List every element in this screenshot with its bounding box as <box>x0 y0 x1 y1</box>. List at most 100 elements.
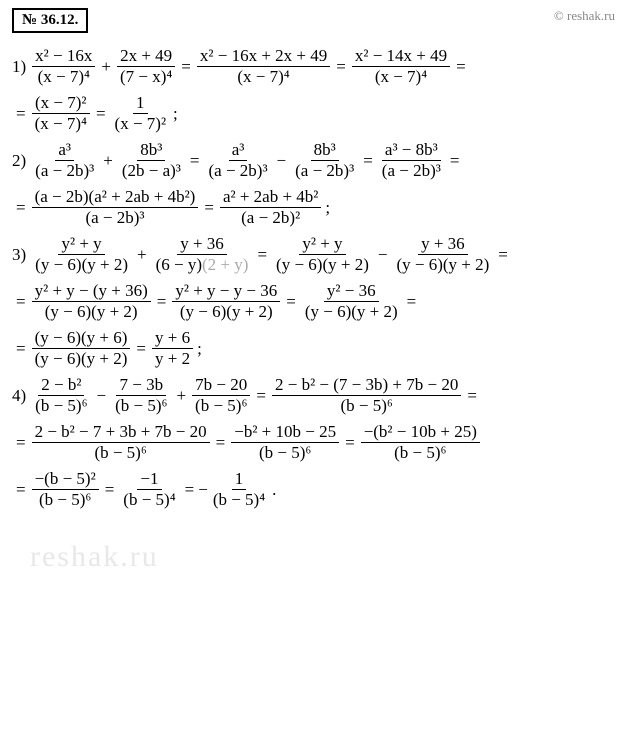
math-line: = y² + y − (y + 36) (y − 6)(y + 2) = y² … <box>12 281 615 322</box>
fraction: y² + y − y − 36 (y − 6)(y + 2) <box>172 281 280 322</box>
fraction: 2x + 49 (7 − x)⁴ <box>117 46 175 87</box>
eq-op: = <box>190 151 200 171</box>
eq-op: = <box>204 198 214 218</box>
denominator: (x − 7)⁴ <box>372 67 430 87</box>
numerator: 7b − 20 <box>192 375 250 396</box>
watermark: reshak.ru <box>30 540 159 574</box>
fraction: −(b² − 10b + 25) (b − 5)⁶ <box>361 422 480 463</box>
denominator: (7 − x)⁴ <box>117 67 175 87</box>
eq-op: = <box>181 57 191 77</box>
math-line: = (a − 2b)(a² + 2ab + 4b²) (a − 2b)³ = a… <box>12 187 615 228</box>
numerator: a³ <box>229 140 248 161</box>
fraction: y + 36 (y − 6)(y + 2) <box>393 234 492 275</box>
denominator: (b − 5)⁶ <box>36 490 94 510</box>
plus-op: + <box>176 386 186 406</box>
fraction: a³ − 8b³ (a − 2b)³ <box>379 140 444 181</box>
numerator: y² + y − y − 36 <box>172 281 280 302</box>
numerator: −b² + 10b − 25 <box>231 422 339 443</box>
denominator: (y − 6)(y + 2) <box>177 302 276 322</box>
eq-op: = <box>185 480 195 500</box>
plus-op: + <box>101 57 111 77</box>
math-line: 2) a³ (a − 2b)³ + 8b³ (2b − a)³ = a³ (a … <box>12 140 615 181</box>
fraction: 8b³ (2b − a)³ <box>119 140 184 181</box>
denominator: (y − 6)(y + 2) <box>393 255 492 275</box>
eq-op: = <box>256 386 266 406</box>
semicolon: ; <box>325 198 330 218</box>
numerator: y² − 36 <box>324 281 379 302</box>
eq-op: = <box>345 433 355 453</box>
fraction: (a − 2b)(a² + 2ab + 4b²) (a − 2b)³ <box>32 187 199 228</box>
eq-op: = <box>16 339 26 359</box>
eq-op: = <box>450 151 460 171</box>
fraction: x² − 16x + 2x + 49 (x − 7)⁴ <box>197 46 330 87</box>
problem-number: № 36.12. <box>12 8 88 33</box>
fraction: y² + y (y − 6)(y + 2) <box>32 234 131 275</box>
fraction: −1 (b − 5)⁴ <box>120 469 178 510</box>
numerator: (x − 7)² <box>32 93 90 114</box>
eq-op: = <box>96 104 106 124</box>
eq-op: = <box>16 292 26 312</box>
fraction: x² − 16x (x − 7)⁴ <box>32 46 95 87</box>
eq-op: = <box>16 433 26 453</box>
numerator: (y − 6)(y + 6) <box>32 328 131 349</box>
denominator: (b − 5)⁶ <box>391 443 449 463</box>
denominator: (y − 6)(y + 2) <box>32 255 131 275</box>
fraction: (x − 7)² (x − 7)⁴ <box>32 93 90 134</box>
fraction: (y − 6)(y + 6) (y − 6)(y + 2) <box>32 328 131 369</box>
period: . <box>272 480 276 500</box>
fraction: y + 6 y + 2 <box>152 328 193 369</box>
fraction: 2 − b² − (7 − 3b) + 7b − 20 (b − 5)⁶ <box>272 375 461 416</box>
numerator: x² − 16x <box>32 46 95 67</box>
item-label: 3) <box>12 245 26 265</box>
numerator: (a − 2b)(a² + 2ab + 4b²) <box>32 187 199 208</box>
math-line: = 2 − b² − 7 + 3b + 7b − 20 (b − 5)⁶ = −… <box>12 422 615 463</box>
plus-op: + <box>137 245 147 265</box>
eq-op: = <box>105 480 115 500</box>
eq-op: = <box>136 339 146 359</box>
denominator: y + 2 <box>152 349 193 369</box>
numerator: a³ − 8b³ <box>382 140 441 161</box>
math-line: = −(b − 5)² (b − 5)⁶ = −1 (b − 5)⁴ = − 1… <box>12 469 615 510</box>
denominator: (x − 7)² <box>112 114 170 134</box>
numerator: 2 − b² − 7 + 3b + 7b − 20 <box>32 422 210 443</box>
item-label: 1) <box>12 57 26 77</box>
semicolon: ; <box>197 339 202 359</box>
fraction: 7b − 20 (b − 5)⁶ <box>192 375 250 416</box>
eq-op: = <box>16 480 26 500</box>
denominator: (b − 5)⁴ <box>210 490 268 510</box>
math-content: 1) x² − 16x (x − 7)⁴ + 2x + 49 (7 − x)⁴ … <box>12 46 615 516</box>
denominator: (y − 6)(y + 2) <box>42 302 141 322</box>
numerator: 1 <box>133 93 148 114</box>
eq-op: = <box>257 245 267 265</box>
eq-op: = <box>16 198 26 218</box>
math-line: 3) y² + y (y − 6)(y + 2) + y + 36 (6 − y… <box>12 234 615 275</box>
numerator: y² + y <box>299 234 345 255</box>
denominator: (a − 2b)³ <box>292 161 357 181</box>
denominator: (2b − a)³ <box>119 161 184 181</box>
eq-op: = <box>157 292 167 312</box>
numerator: −(b − 5)² <box>32 469 99 490</box>
fraction: y² − 36 (y − 6)(y + 2) <box>302 281 401 322</box>
neg-sign: − <box>198 480 208 500</box>
fraction: a³ (a − 2b)³ <box>32 140 97 181</box>
math-line: = (y − 6)(y + 6) (y − 6)(y + 2) = y + 6 … <box>12 328 615 369</box>
item-label: 4) <box>12 386 26 406</box>
denominator: (a − 2b)³ <box>82 208 147 228</box>
eq-op: = <box>286 292 296 312</box>
fraction: y² + y − (y + 36) (y − 6)(y + 2) <box>32 281 151 322</box>
denominator: (a − 2b)³ <box>379 161 444 181</box>
fraction: 2 − b² (b − 5)⁶ <box>32 375 90 416</box>
numerator: −1 <box>137 469 161 490</box>
minus-op: − <box>277 151 287 171</box>
fraction: a² + 2ab + 4b² (a − 2b)² <box>220 187 321 228</box>
numerator: y² + y <box>58 234 104 255</box>
numerator: x² − 16x + 2x + 49 <box>197 46 330 67</box>
denominator: (b − 5)⁶ <box>91 443 149 463</box>
fraction: 2 − b² − 7 + 3b + 7b − 20 (b − 5)⁶ <box>32 422 210 463</box>
denominator: (y − 6)(y + 2) <box>302 302 401 322</box>
fraction: a³ (a − 2b)³ <box>205 140 270 181</box>
denominator: (b − 5)⁶ <box>32 396 90 416</box>
denominator: (x − 7)⁴ <box>32 114 90 134</box>
fraction: x² − 14x + 49 (x − 7)⁴ <box>352 46 450 87</box>
denominator: (a − 2b)³ <box>32 161 97 181</box>
